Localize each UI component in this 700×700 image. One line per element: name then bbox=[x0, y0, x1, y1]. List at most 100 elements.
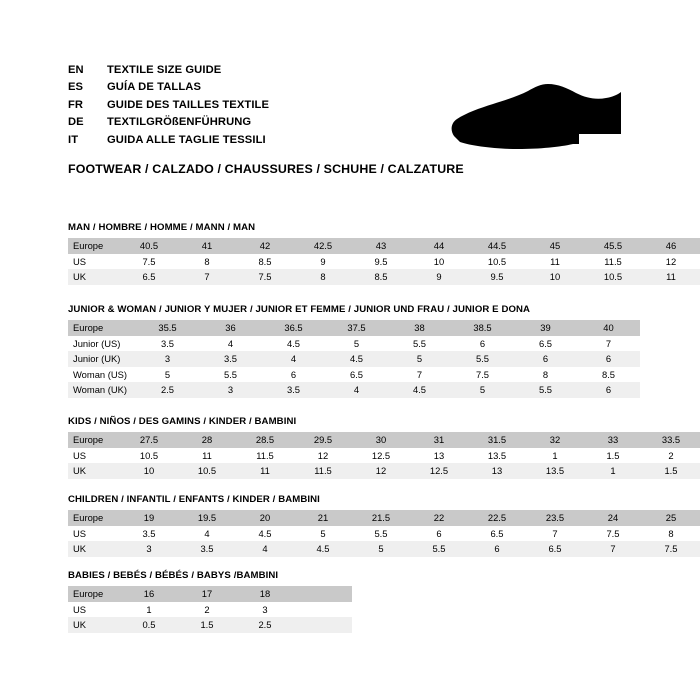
row-label: Woman (UK) bbox=[68, 382, 136, 398]
size-cell: 12 bbox=[352, 463, 410, 479]
size-cell: 7 bbox=[178, 269, 236, 285]
size-cell: 25 bbox=[642, 510, 700, 526]
legend-language-text: TEXTILE SIZE GUIDE bbox=[107, 64, 222, 76]
size-cell: 44 bbox=[410, 238, 468, 254]
size-cell: 5 bbox=[388, 351, 451, 367]
table-header-row: Europe 16 17 18 bbox=[68, 586, 352, 602]
size-cell: 5 bbox=[294, 525, 352, 542]
table-row: Woman (UK) 2.5 3 3.5 4 4.5 5 5.5 6 bbox=[68, 382, 640, 398]
size-cell: 10.5 bbox=[468, 253, 526, 270]
legend-language-code: FR bbox=[68, 98, 84, 111]
size-cell: 5.5 bbox=[451, 351, 514, 367]
legend-language-text: GUIDE DES TAILLES TEXTILE bbox=[107, 98, 270, 111]
size-cell: 3.5 bbox=[178, 541, 236, 557]
size-cell: 3 bbox=[236, 601, 294, 618]
size-cell: 23.5 bbox=[526, 510, 584, 526]
size-cell: 7.5 bbox=[120, 253, 178, 270]
size-cell: 6 bbox=[451, 335, 514, 352]
size-cell: 2.5 bbox=[136, 382, 199, 398]
row-label: UK bbox=[68, 541, 120, 557]
table-row: US 3.5 4 4.5 5 5.5 6 6.5 7 7.5 8 bbox=[68, 525, 700, 542]
size-cell: 7 bbox=[584, 541, 642, 557]
row-label: Europe bbox=[68, 586, 120, 602]
size-cell: 8.5 bbox=[352, 269, 410, 285]
size-cell: 10 bbox=[120, 463, 178, 479]
row-label: UK bbox=[68, 269, 120, 285]
size-table: Europe 35.5 36 36.5 37.5 38 38.5 39 40 Junior (US… bbox=[68, 320, 640, 398]
size-cell: 35.5 bbox=[136, 320, 199, 336]
size-cell: 45.5 bbox=[584, 238, 642, 254]
size-cell: 5.5 bbox=[514, 382, 577, 398]
size-cell: 9 bbox=[410, 269, 468, 285]
size-cell: 12 bbox=[294, 447, 352, 464]
row-label: UK bbox=[68, 463, 120, 479]
size-cell: 38 bbox=[388, 320, 451, 336]
size-cell: 11 bbox=[642, 269, 700, 285]
size-cell: 6.5 bbox=[468, 525, 526, 542]
size-cell: 42 bbox=[236, 238, 294, 254]
size-cell: 1.5 bbox=[178, 617, 236, 633]
size-cell: 5.5 bbox=[199, 366, 262, 383]
size-cell: 22.5 bbox=[468, 510, 526, 526]
size-cell: 1.5 bbox=[642, 463, 700, 479]
row-label: Europe bbox=[68, 510, 120, 526]
size-cell: 7.5 bbox=[642, 541, 700, 557]
table-row: Woman (US) 5 5.5 6 6.5 7 7.5 8 8.5 bbox=[68, 366, 640, 383]
size-cell: 1 bbox=[526, 447, 584, 464]
size-cell: 4.5 bbox=[262, 335, 325, 352]
size-cell: 31 bbox=[410, 432, 468, 448]
size-cell: 36.5 bbox=[262, 320, 325, 336]
size-cell: 12 bbox=[642, 253, 700, 270]
size-cell: 8 bbox=[178, 253, 236, 270]
size-cell: 8 bbox=[514, 366, 577, 383]
size-cell: 3.5 bbox=[262, 382, 325, 398]
size-cell: 13 bbox=[468, 463, 526, 479]
legend-language-code: EN bbox=[68, 64, 84, 76]
size-cell: 12.5 bbox=[410, 463, 468, 479]
size-table: Europe 16 17 18 US 1 2 3 UK 0.5 1.5 2.5 bbox=[68, 586, 352, 633]
size-cell: 4 bbox=[262, 351, 325, 367]
table-row: US 7.5 8 8.5 9 9.5 10 10.5 11 11.5 12 bbox=[68, 253, 700, 270]
legend-language-text: TEXTILGRÖßENFÜHRUNG bbox=[107, 116, 252, 129]
table-row: UK 3 3.5 4 4.5 5 5.5 6 6.5 7 7.5 bbox=[68, 541, 700, 557]
size-cell: 1 bbox=[584, 463, 642, 479]
size-cell: 11 bbox=[178, 447, 236, 464]
size-cell: 4.5 bbox=[236, 525, 294, 542]
size-section-title: JUNIOR & WOMAN / JUNIOR Y MUJER / JUNIOR… bbox=[68, 304, 531, 315]
size-cell: 46 bbox=[642, 238, 700, 254]
size-cell bbox=[294, 617, 352, 633]
table-row: US 10.5 11 11.5 12 12.5 13 13.5 1 1.5 2 bbox=[68, 447, 700, 464]
table-header-row: Europe 19 19.5 20 21 21.5 22 22.5 23.5 24 25 bbox=[68, 510, 700, 526]
size-cell: 11.5 bbox=[236, 447, 294, 464]
size-cell: 5.5 bbox=[410, 541, 468, 557]
size-cell: 9.5 bbox=[468, 269, 526, 285]
row-label: Junior (UK) bbox=[68, 351, 136, 367]
legend-row: EN TEXTILE SIZE GUIDE bbox=[68, 64, 398, 81]
size-cell: 39 bbox=[514, 320, 577, 336]
size-cell: 45 bbox=[526, 238, 584, 254]
size-cell: 28 bbox=[178, 432, 236, 448]
size-cell: 10.5 bbox=[584, 269, 642, 285]
size-cell: 6.5 bbox=[526, 541, 584, 557]
size-cell: 5 bbox=[136, 366, 199, 383]
size-cell: 3 bbox=[120, 541, 178, 557]
size-cell: 24 bbox=[584, 510, 642, 526]
row-label: US bbox=[68, 253, 120, 270]
row-label: US bbox=[68, 601, 120, 618]
size-cell: 3 bbox=[199, 382, 262, 398]
size-cell: 4.5 bbox=[325, 351, 388, 367]
size-section: JUNIOR & WOMAN / JUNIOR Y MUJER / JUNIOR… bbox=[68, 304, 640, 398]
size-cell: 5 bbox=[325, 335, 388, 352]
size-cell: 10 bbox=[526, 269, 584, 285]
size-cell: 4 bbox=[178, 525, 236, 542]
size-cell: 2 bbox=[178, 601, 236, 618]
size-cell: 6 bbox=[577, 382, 640, 398]
size-cell: 9.5 bbox=[352, 253, 410, 270]
row-label: Woman (US) bbox=[68, 366, 136, 383]
size-section-title: BABIES / BEBÉS / BÉBÉS / BABYS /BAMBINI bbox=[68, 570, 279, 581]
size-table: Europe 27.5 28 28.5 29.5 30 31 31.5 32 33 33.5 US 10… bbox=[68, 432, 700, 479]
size-cell: 5 bbox=[451, 382, 514, 398]
size-cell: 21 bbox=[294, 510, 352, 526]
legend-language-code: ES bbox=[68, 81, 84, 94]
